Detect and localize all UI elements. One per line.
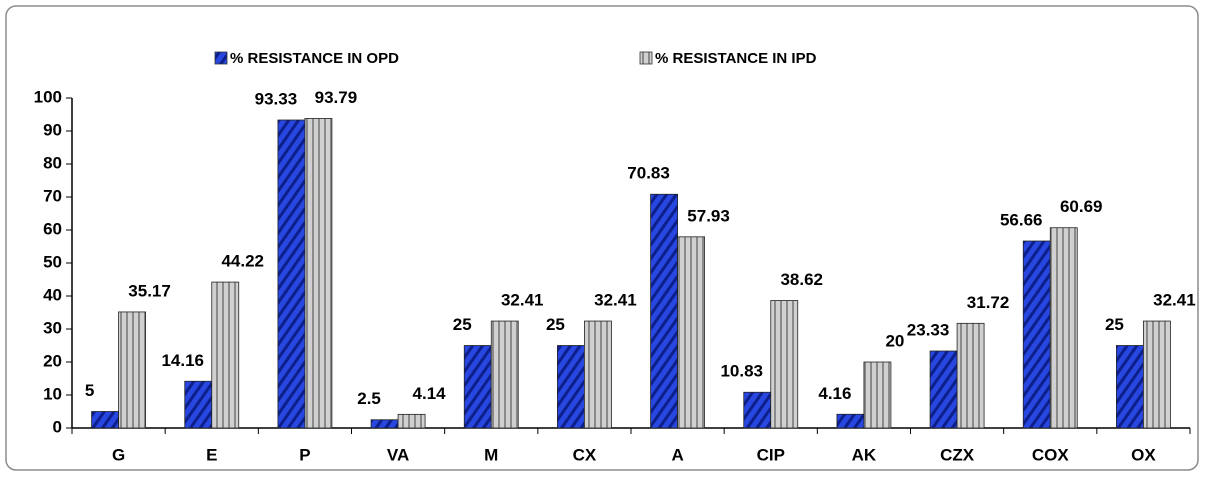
x-tick-label: A — [671, 445, 683, 464]
bar — [743, 391, 772, 429]
bar — [91, 411, 119, 429]
bar — [370, 419, 399, 429]
y-tick-label: 30 — [43, 318, 62, 337]
x-tick-label: VA — [387, 445, 409, 464]
bar — [1143, 320, 1171, 429]
data-label: 60.69 — [1060, 197, 1103, 216]
bar — [277, 119, 306, 429]
x-tick-label: G — [112, 445, 125, 464]
y-tick-label: 90 — [43, 120, 62, 139]
data-label: 32.41 — [1153, 291, 1196, 310]
bar — [650, 193, 678, 429]
bar — [770, 300, 799, 429]
bar — [118, 311, 146, 429]
bar — [397, 413, 426, 429]
x-tick-label: M — [484, 445, 498, 464]
y-tick-label: 20 — [43, 351, 62, 370]
x-tick-label: E — [206, 445, 217, 464]
y-tick-label: 10 — [43, 384, 62, 403]
data-label: 32.41 — [594, 291, 637, 310]
x-tick-label: CX — [573, 445, 597, 464]
y-tick-label: 0 — [53, 417, 62, 436]
bar — [1022, 240, 1051, 429]
data-label: 44.22 — [221, 252, 264, 271]
legend-swatch — [639, 51, 653, 65]
bar — [211, 281, 240, 429]
data-label: 20 — [885, 331, 904, 350]
bar — [956, 322, 985, 429]
bar — [490, 320, 519, 429]
data-label: 23.33 — [907, 320, 950, 339]
data-label: 70.83 — [627, 164, 670, 183]
bar — [677, 236, 705, 429]
x-tick-label: P — [299, 445, 310, 464]
data-label: 25 — [1105, 315, 1124, 334]
x-tick-label: OX — [1131, 445, 1156, 464]
bar — [1116, 345, 1144, 429]
x-tick-label: AK — [852, 445, 877, 464]
frame — [5, 5, 1199, 471]
bar — [463, 345, 492, 429]
bar — [184, 380, 213, 429]
bar — [836, 413, 865, 429]
data-label: 93.79 — [315, 88, 358, 107]
data-label: 25 — [453, 315, 472, 334]
data-label: 32.41 — [501, 291, 544, 310]
data-label: 93.33 — [255, 89, 298, 108]
data-label: 5 — [85, 381, 94, 400]
y-tick-label: 60 — [43, 219, 62, 238]
bar — [863, 361, 892, 429]
y-tick-label: 40 — [43, 285, 62, 304]
y-tick-label: 70 — [43, 186, 62, 205]
x-tick-label: CZX — [940, 445, 975, 464]
data-label: 31.72 — [967, 293, 1010, 312]
data-label: 14.16 — [161, 351, 204, 370]
legend-swatch — [214, 51, 228, 65]
data-label: 35.17 — [128, 281, 171, 300]
data-label: 57.93 — [687, 206, 730, 225]
legend-label: % RESISTANCE IN IPD — [655, 50, 817, 67]
data-label: 56.66 — [1000, 211, 1043, 230]
bar — [1049, 227, 1078, 429]
x-tick-label: CIP — [757, 445, 785, 464]
y-tick-label: 80 — [43, 153, 62, 172]
data-label: 2.5 — [357, 389, 381, 408]
legend-label: % RESISTANCE IN OPD — [230, 50, 399, 67]
data-label: 25 — [546, 315, 565, 334]
x-tick-label: COX — [1032, 445, 1070, 464]
bar — [557, 345, 585, 429]
bar — [929, 350, 958, 429]
bar — [304, 118, 333, 429]
data-label: 38.62 — [780, 270, 823, 289]
data-label: 4.14 — [413, 384, 447, 403]
y-tick-label: 50 — [43, 252, 62, 271]
y-tick-label: 100 — [34, 87, 62, 106]
bar — [584, 320, 612, 429]
data-label: 4.16 — [818, 384, 851, 403]
data-label: 10.83 — [720, 362, 763, 381]
